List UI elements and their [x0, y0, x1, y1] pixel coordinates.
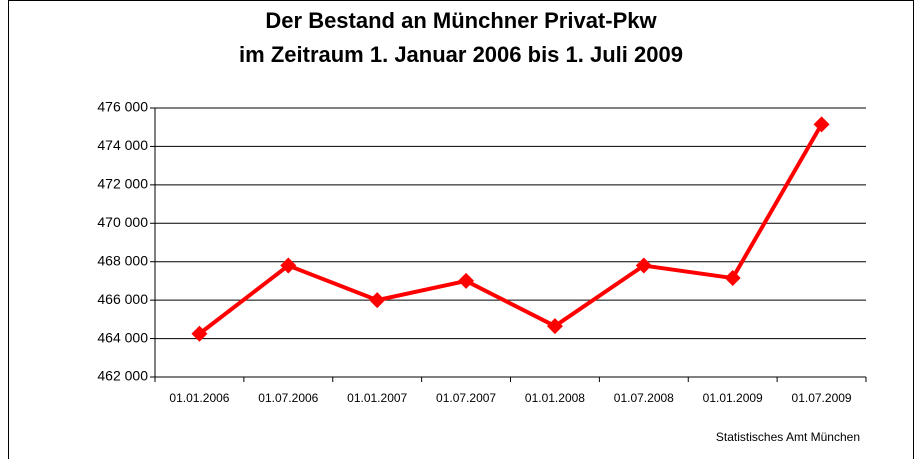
y-tick-label: 462 000 — [97, 368, 148, 384]
x-tick-label: 01.01.2009 — [703, 391, 763, 405]
data-point — [635, 257, 652, 274]
data-point — [458, 272, 475, 289]
y-tick-label: 474 000 — [97, 137, 148, 153]
data-line — [198, 123, 824, 336]
y-tick-label: 470 000 — [97, 214, 148, 230]
data-point — [546, 318, 563, 335]
x-tick-label: 01.07.2008 — [614, 391, 674, 405]
x-tick-label: 01.07.2007 — [436, 391, 496, 405]
data-point — [191, 325, 208, 342]
y-tick-label: 472 000 — [97, 176, 148, 192]
x-tick-label: 01.01.2007 — [347, 391, 407, 405]
source-note: Statistisches Amt München — [716, 430, 860, 444]
data-point — [369, 292, 386, 309]
x-tick-label: 01.07.2006 — [258, 391, 318, 405]
data-point — [280, 257, 297, 274]
chart-title: Der Bestand an Münchner Privat-Pkw — [265, 8, 657, 33]
y-tick-label: 468 000 — [97, 252, 148, 268]
x-tick-label: 01.07.2009 — [792, 391, 852, 405]
y-tick-label: 464 000 — [97, 329, 148, 345]
data-point — [813, 116, 830, 133]
y-tick-label: 466 000 — [97, 291, 148, 307]
x-tick-label: 01.01.2006 — [169, 391, 229, 405]
x-tick-label: 01.01.2008 — [525, 391, 585, 405]
y-tick-label: 476 000 — [97, 99, 148, 115]
data-point — [724, 270, 741, 287]
chart-title: im Zeitraum 1. Januar 2006 bis 1. Juli 2… — [239, 42, 683, 67]
